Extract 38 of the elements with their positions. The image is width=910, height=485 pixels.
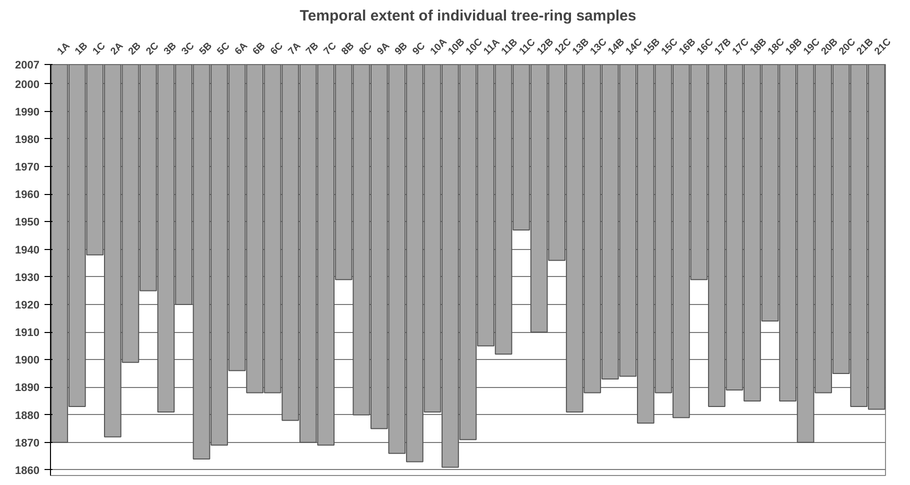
y-tick-label: 2007	[15, 60, 40, 72]
y-tick-label: 2000	[15, 78, 40, 91]
x-tick-label: 2A	[108, 40, 126, 58]
x-tick-label: 1A	[55, 40, 72, 58]
x-tick-label: 6B	[250, 40, 268, 58]
x-tick-label: 9A	[375, 40, 392, 58]
x-tick-label: 7A	[286, 40, 304, 58]
y-tick-label: 1900	[15, 354, 40, 367]
chart-title: Temporal extent of individual tree-ring samples	[300, 8, 636, 24]
y-tick-label: 1930	[15, 272, 40, 284]
x-tick-label: 1C	[91, 40, 108, 58]
x-tick-label: 5C	[215, 40, 232, 58]
y-tick-label: 1960	[15, 189, 40, 202]
x-tick-label: 2C	[144, 40, 162, 58]
y-tick-label: 1970	[15, 162, 40, 174]
x-tick-label: 9B	[393, 40, 410, 58]
y-tick-label: 1990	[15, 106, 40, 118]
x-tick-label: 3C	[180, 40, 197, 58]
x-tick-label: 5B	[198, 40, 214, 58]
y-tick-label: 1870	[15, 437, 40, 450]
x-tick-label: 9C	[410, 40, 428, 58]
y-tick-label: 1920	[15, 299, 40, 312]
x-tick-label: 7C	[322, 40, 339, 58]
y-tick-label: 1940	[15, 244, 40, 256]
x-tick-label: 2B	[126, 40, 144, 58]
y-tick-label: 1910	[15, 327, 40, 340]
x-tick-label: 7B	[304, 40, 322, 58]
x-tick-label: 8C	[358, 40, 374, 58]
y-tick-label: 1880	[15, 410, 40, 422]
y-tick-label: 1950	[15, 216, 40, 229]
y-tick-label: 1860	[15, 464, 40, 477]
x-tick-label: 6A	[233, 40, 250, 58]
x-tick-label: 1B	[73, 40, 90, 58]
x-tick-label: 6C	[268, 40, 286, 58]
y-tick-label: 1980	[15, 134, 40, 146]
y-tick-label: 1890	[15, 382, 40, 394]
x-tick-label: 8B	[340, 40, 357, 58]
x-tick-label: 3B	[162, 40, 179, 58]
